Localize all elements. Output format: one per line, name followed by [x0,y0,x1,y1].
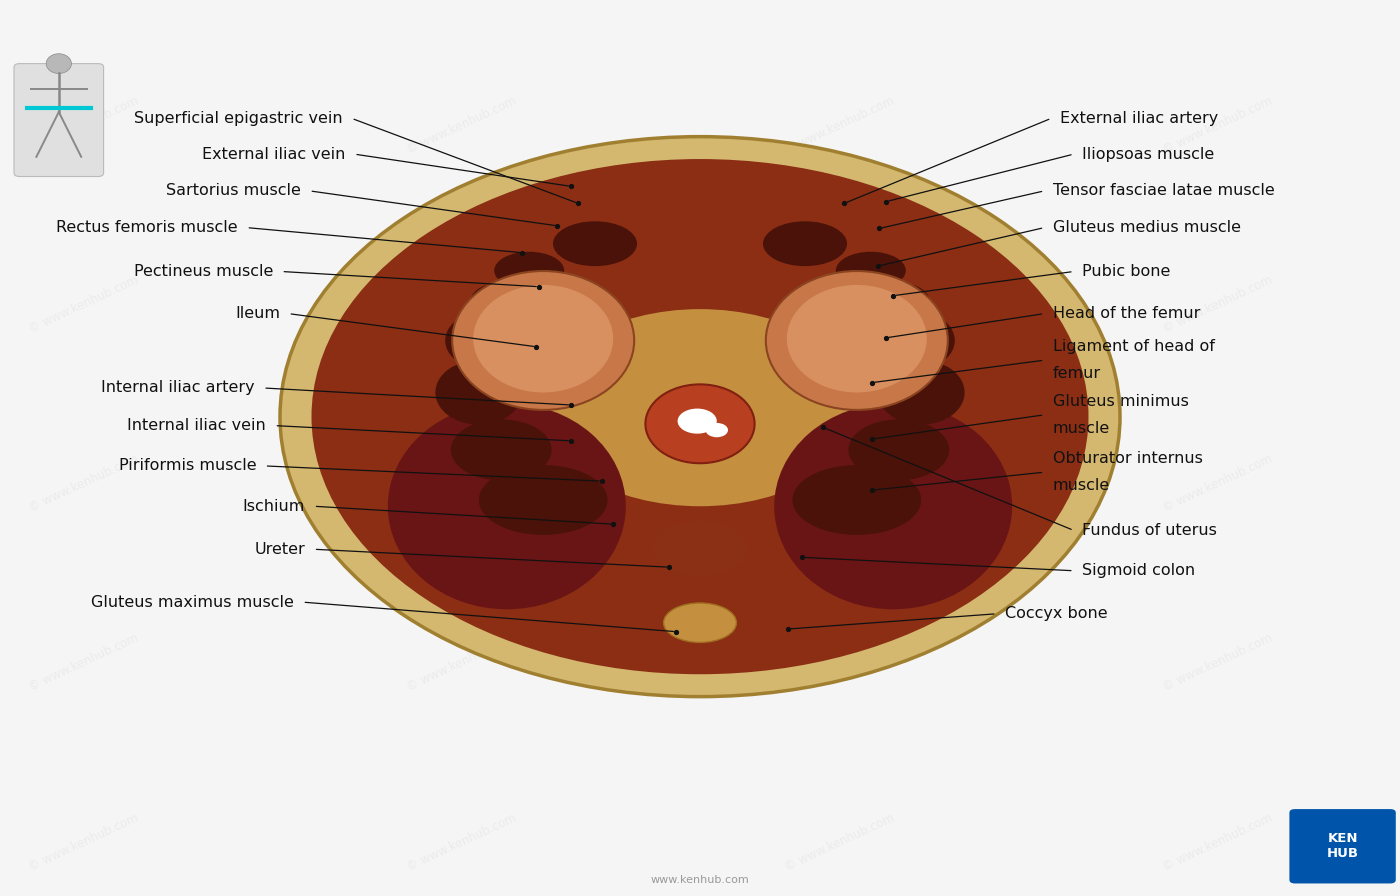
Text: Internal iliac artery: Internal iliac artery [101,381,255,395]
Text: Iliopsoas muscle: Iliopsoas muscle [1082,147,1214,161]
Text: © www.kenhub.com: © www.kenhub.com [27,811,141,874]
Ellipse shape [664,603,736,642]
Text: © www.kenhub.com: © www.kenhub.com [1161,811,1275,874]
Text: Ischium: Ischium [242,499,305,513]
Text: © www.kenhub.com: © www.kenhub.com [27,452,141,515]
Ellipse shape [774,403,1012,609]
Text: © www.kenhub.com: © www.kenhub.com [783,452,897,515]
Text: Obturator internus: Obturator internus [1053,452,1203,466]
Ellipse shape [435,360,522,425]
Ellipse shape [766,271,948,410]
Text: Gluteus maximus muscle: Gluteus maximus muscle [91,595,294,609]
Text: muscle: muscle [1053,478,1110,493]
Text: Fundus of uterus: Fundus of uterus [1082,523,1217,538]
Ellipse shape [451,419,552,480]
Text: Pubic bone: Pubic bone [1082,264,1170,279]
Text: © www.kenhub.com: © www.kenhub.com [1161,94,1275,157]
Ellipse shape [445,314,507,366]
Ellipse shape [494,252,564,289]
Ellipse shape [848,419,949,480]
Ellipse shape [893,314,955,366]
Text: © www.kenhub.com: © www.kenhub.com [27,273,141,336]
Ellipse shape [388,403,626,609]
Text: © www.kenhub.com: © www.kenhub.com [783,632,897,694]
Text: Superficial epigastric vein: Superficial epigastric vein [134,111,343,125]
Ellipse shape [872,283,931,326]
Text: © www.kenhub.com: © www.kenhub.com [1161,273,1275,336]
Text: Piriformis muscle: Piriformis muscle [119,459,256,473]
Text: © www.kenhub.com: © www.kenhub.com [1161,632,1275,694]
Text: External iliac artery: External iliac artery [1060,111,1218,125]
Text: Coccyx bone: Coccyx bone [1005,607,1107,621]
Text: © www.kenhub.com: © www.kenhub.com [405,273,519,336]
Text: Head of the femur: Head of the femur [1053,306,1200,321]
Text: © www.kenhub.com: © www.kenhub.com [27,94,141,157]
Ellipse shape [539,309,861,506]
FancyBboxPatch shape [1289,809,1396,883]
Ellipse shape [645,384,755,463]
Ellipse shape [46,54,71,73]
Text: © www.kenhub.com: © www.kenhub.com [405,94,519,157]
Circle shape [706,423,728,437]
Text: Pectineus muscle: Pectineus muscle [133,264,273,279]
Ellipse shape [479,465,608,535]
Text: Sartorius muscle: Sartorius muscle [167,184,301,198]
Text: Gluteus minimus: Gluteus minimus [1053,394,1189,409]
Text: © www.kenhub.com: © www.kenhub.com [405,811,519,874]
Ellipse shape [452,271,634,410]
Text: © www.kenhub.com: © www.kenhub.com [783,273,897,336]
Ellipse shape [473,285,613,392]
Text: © www.kenhub.com: © www.kenhub.com [783,94,897,157]
Ellipse shape [553,221,637,266]
Ellipse shape [469,283,528,326]
Text: muscle: muscle [1053,421,1110,435]
FancyBboxPatch shape [14,64,104,177]
Circle shape [678,409,717,434]
Text: © www.kenhub.com: © www.kenhub.com [405,452,519,515]
Ellipse shape [311,159,1089,674]
Text: www.kenhub.com: www.kenhub.com [651,875,749,885]
Text: External iliac vein: External iliac vein [203,147,346,161]
Text: Internal iliac vein: Internal iliac vein [127,418,266,433]
Text: KEN
HUB: KEN HUB [1327,832,1358,860]
Text: Ileum: Ileum [235,306,280,321]
Ellipse shape [787,285,927,392]
Text: femur: femur [1053,366,1100,381]
Ellipse shape [763,221,847,266]
Text: Ligament of head of: Ligament of head of [1053,340,1215,354]
Text: © www.kenhub.com: © www.kenhub.com [405,632,519,694]
Ellipse shape [280,137,1120,697]
Text: Gluteus medius muscle: Gluteus medius muscle [1053,220,1240,235]
Text: Sigmoid colon: Sigmoid colon [1082,564,1196,578]
Text: © www.kenhub.com: © www.kenhub.com [783,811,897,874]
Ellipse shape [836,252,906,289]
Text: Tensor fasciae latae muscle: Tensor fasciae latae muscle [1053,184,1274,198]
Ellipse shape [878,360,965,425]
Text: © www.kenhub.com: © www.kenhub.com [27,632,141,694]
Text: Rectus femoris muscle: Rectus femoris muscle [56,220,238,235]
Text: Ureter: Ureter [255,542,305,556]
Ellipse shape [792,465,921,535]
Ellipse shape [652,521,748,576]
Text: © www.kenhub.com: © www.kenhub.com [1161,452,1275,515]
